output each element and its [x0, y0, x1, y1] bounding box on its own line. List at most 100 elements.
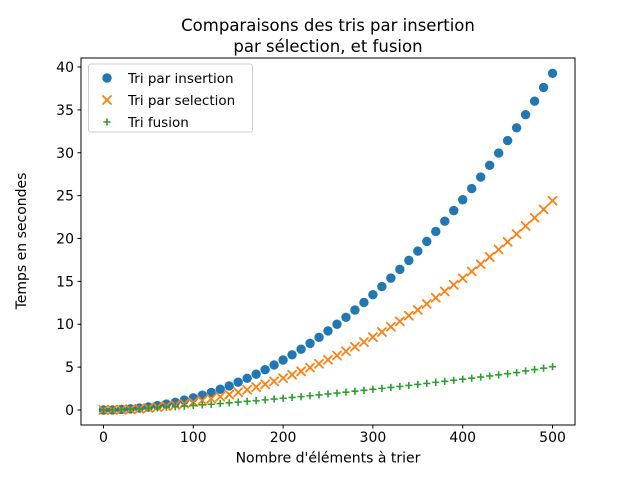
data-point — [341, 346, 351, 357]
data-point — [511, 229, 522, 239]
data-point — [269, 360, 279, 370]
data-point — [486, 372, 494, 380]
data-point — [233, 377, 243, 387]
data-point — [423, 379, 431, 388]
data-point — [396, 382, 404, 391]
legend-label: Tri fusion — [127, 115, 189, 131]
data-point — [314, 332, 324, 342]
data-point — [413, 246, 423, 256]
chart-title-line-2: par sélection, et fusion — [233, 37, 422, 56]
data-point — [296, 344, 306, 354]
data-point — [522, 367, 530, 375]
y-tick-label: 15 — [56, 274, 74, 290]
data-point — [162, 403, 170, 411]
x-tick-label: 500 — [539, 430, 566, 446]
data-point — [216, 399, 224, 408]
data-point — [342, 388, 350, 396]
x-tick-label: 100 — [180, 430, 207, 446]
data-point — [251, 369, 261, 379]
data-point — [458, 195, 468, 205]
data-point — [405, 381, 413, 390]
data-point — [378, 384, 386, 392]
data-series-group — [98, 68, 558, 415]
legend-item: Tri fusion — [103, 115, 189, 131]
x-tick-label: 200 — [270, 430, 297, 446]
data-point — [206, 393, 217, 404]
data-point — [430, 292, 441, 303]
data-point — [171, 403, 179, 411]
data-point — [468, 374, 476, 382]
data-point — [197, 395, 208, 406]
data-point — [233, 387, 244, 398]
data-point — [189, 401, 197, 410]
legend-item: Tri par selection — [102, 93, 235, 109]
data-point — [297, 393, 305, 401]
data-point — [432, 378, 440, 386]
data-point — [296, 366, 306, 377]
data-point — [117, 405, 126, 414]
data-point — [475, 172, 486, 182]
data-point — [350, 341, 360, 352]
data-point — [251, 382, 262, 392]
data-point — [260, 379, 271, 390]
data-point — [144, 404, 152, 412]
data-point — [513, 369, 521, 377]
data-point — [369, 385, 377, 393]
data-point — [368, 332, 378, 343]
data-point — [538, 82, 549, 93]
data-point — [395, 264, 405, 275]
data-point — [260, 364, 270, 375]
data-point — [511, 123, 522, 133]
data-point — [359, 297, 369, 308]
data-point — [449, 205, 459, 216]
data-point — [224, 389, 235, 400]
data-point — [108, 406, 117, 414]
data-point — [459, 375, 467, 383]
data-point — [225, 399, 233, 407]
x-tick-label: 0 — [99, 430, 108, 446]
data-point — [502, 236, 513, 247]
legend-marker-o — [102, 73, 112, 83]
data-point — [466, 266, 477, 277]
series-tri-fusion — [99, 363, 557, 414]
chart-title-line-1: Comparaisons des tris par insertion — [181, 16, 475, 35]
data-point — [278, 373, 288, 383]
y-axis-label: Temps en secondes — [14, 173, 30, 311]
data-point — [421, 299, 432, 309]
data-point — [279, 394, 287, 402]
data-point — [493, 244, 504, 255]
data-point — [547, 68, 558, 78]
data-point — [484, 160, 495, 170]
legend-label: Tri par insertion — [127, 71, 234, 87]
data-point — [242, 384, 253, 395]
data-point — [359, 337, 369, 347]
data-point — [520, 221, 531, 231]
x-axis-label: Nombre d'éléments à trier — [236, 451, 421, 467]
data-point — [548, 363, 557, 371]
data-point — [197, 390, 207, 400]
data-point — [288, 393, 296, 401]
y-axis-ticks: 0 5 10 15 20 25 30 35 40 — [56, 60, 81, 419]
data-point — [215, 391, 226, 402]
data-point — [333, 389, 341, 397]
data-point — [495, 371, 503, 379]
data-point — [206, 387, 216, 398]
data-point — [315, 391, 323, 399]
data-point — [502, 135, 513, 146]
data-point — [170, 397, 181, 407]
data-point — [360, 386, 368, 394]
data-point — [305, 338, 315, 349]
data-point — [99, 406, 108, 414]
data-point — [477, 373, 485, 381]
data-point — [448, 279, 459, 290]
data-point — [305, 362, 315, 373]
data-point — [547, 195, 558, 206]
data-point — [539, 364, 548, 372]
data-point — [215, 384, 225, 394]
data-point — [180, 402, 188, 410]
data-point — [457, 273, 468, 284]
data-point — [404, 255, 414, 266]
data-point — [368, 289, 378, 300]
